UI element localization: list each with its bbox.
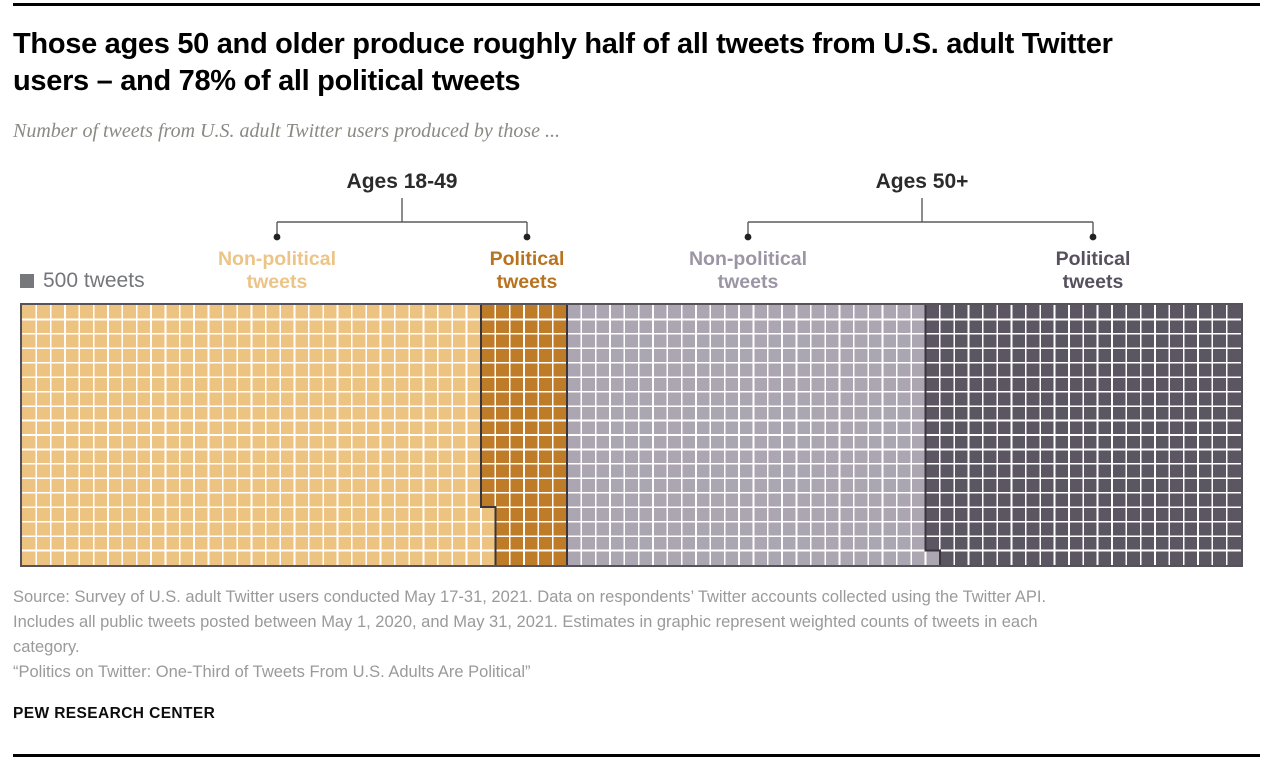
- title-line-1: Those ages 50 and older produce roughly …: [13, 28, 1113, 60]
- category-label-50-plus-political: Political tweets: [1055, 248, 1131, 293]
- source-line: Source: Survey of U.S. adult Twitter use…: [13, 588, 1047, 606]
- source-note: Source: Survey of U.S. adult Twitter use…: [13, 585, 1269, 685]
- legend-square-icon: [20, 274, 34, 288]
- title-line-2: users – and 78% of all political tweets: [13, 65, 521, 97]
- chart-subtitle: Number of tweets from U.S. adult Twitter…: [13, 120, 561, 142]
- waffle-grid: [22, 305, 1241, 565]
- top-rule: [13, 3, 1260, 6]
- group-label-ages-18-49: Ages 18-49: [346, 170, 458, 193]
- legend: 500 tweets: [20, 269, 145, 293]
- waffle-grid-lines: [22, 305, 1241, 565]
- bottom-rule: [13, 754, 1260, 757]
- block-divider-lines: [479, 305, 941, 565]
- group-label-ages-50-plus: Ages 50+: [875, 170, 969, 193]
- waffle-chart: [20, 303, 1243, 567]
- block-50-plus-non-political: [566, 305, 940, 565]
- category-label-18-49-non-political: Non-political tweets: [217, 248, 337, 293]
- source-line: Includes all public tweets posted betwee…: [13, 613, 1038, 631]
- category-label-18-49-political: Political tweets: [489, 248, 565, 293]
- legend-label: 500 tweets: [43, 269, 145, 292]
- pew-research-center-brand: PEW RESEARCH CENTER: [13, 705, 216, 722]
- category-label-50-plus-non-political: Non-political tweets: [688, 248, 808, 293]
- bracket-connectors: [273, 198, 1097, 241]
- source-line: category.: [13, 638, 80, 656]
- page-title: Those ages 50 and older produce roughly …: [13, 26, 1253, 100]
- report-title-line: “Politics on Twitter: One-Third of Tweet…: [13, 663, 531, 681]
